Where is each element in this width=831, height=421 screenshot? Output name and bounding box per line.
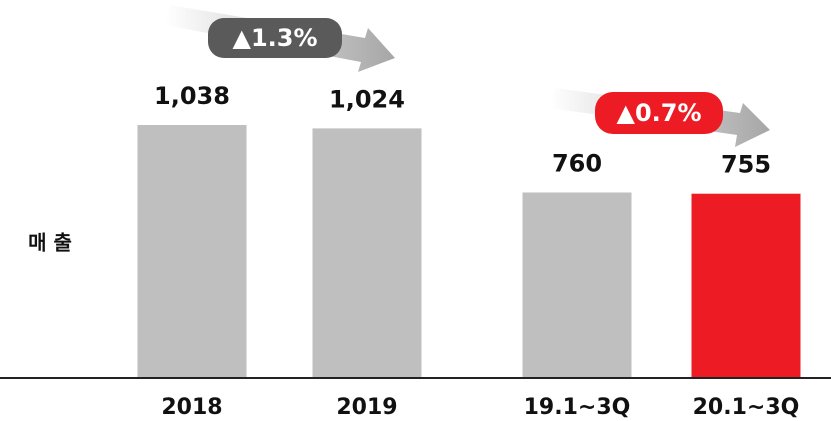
value-label: 755 bbox=[721, 151, 771, 179]
x-tick-label: 2018 bbox=[161, 395, 222, 420]
bar bbox=[312, 128, 422, 377]
badge bbox=[595, 92, 723, 134]
value-label: 1,038 bbox=[154, 82, 230, 110]
x-tick-label: 20.1~3Q bbox=[693, 395, 800, 420]
badge-text: ▲1.3% bbox=[232, 24, 317, 52]
value-label: 1,024 bbox=[329, 85, 405, 113]
bar bbox=[137, 125, 247, 377]
badge bbox=[208, 18, 342, 58]
x-tick-label: 19.1~3Q bbox=[524, 395, 631, 420]
bar bbox=[522, 192, 632, 377]
badge-text: ▲0.7% bbox=[616, 99, 701, 127]
bar bbox=[691, 193, 801, 377]
y-axis-label: 매 출 bbox=[28, 231, 72, 255]
value-label: 760 bbox=[552, 149, 602, 177]
x-tick-label: 2019 bbox=[336, 395, 397, 420]
